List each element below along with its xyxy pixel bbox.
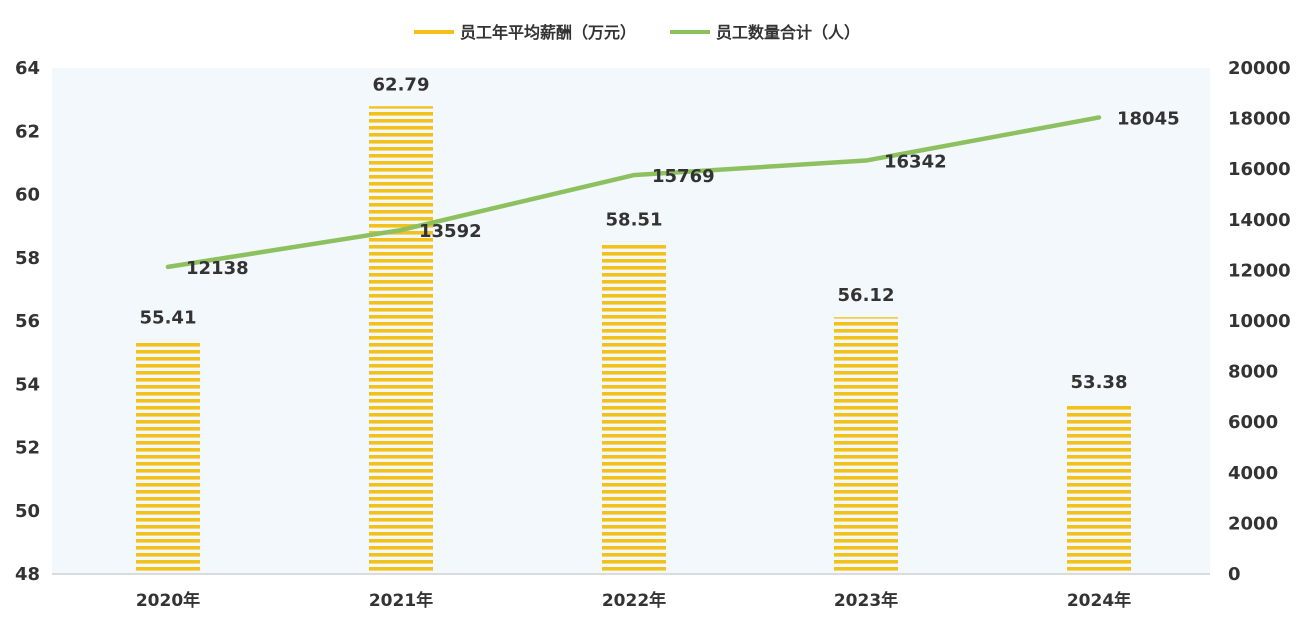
salary-data-label: 53.38 xyxy=(1071,372,1128,393)
left-tick-label: 64 xyxy=(15,58,40,79)
left-tick-label: 56 xyxy=(15,311,40,332)
headcount-line xyxy=(165,115,1102,270)
right-tick-label: 6000 xyxy=(1228,412,1278,433)
left-tick-label: 54 xyxy=(15,374,40,395)
right-tick-label: 12000 xyxy=(1228,260,1291,281)
left-tick-label: 60 xyxy=(15,185,40,206)
right-tick-label: 18000 xyxy=(1228,109,1291,130)
x-tick-label: 2021年 xyxy=(369,590,433,611)
salary-bar xyxy=(136,339,200,574)
salary-data-label: 56.12 xyxy=(838,285,895,306)
right-tick-label: 4000 xyxy=(1228,463,1278,484)
salary-data-label: 58.51 xyxy=(606,210,663,231)
salary-bar xyxy=(602,241,666,574)
legend-bar-label: 员工年平均薪酬（万元） xyxy=(460,23,636,42)
left-tick-label: 52 xyxy=(15,438,40,459)
left-tick-label: 62 xyxy=(15,121,40,142)
headcount-data-label: 12138 xyxy=(186,258,249,279)
salary-bar xyxy=(369,106,433,575)
left-tick-label: 48 xyxy=(15,564,40,585)
salary-data-label: 55.41 xyxy=(140,308,197,329)
headcount-data-label: 15769 xyxy=(652,166,715,187)
headcount-data-label: 16342 xyxy=(884,152,947,173)
right-tick-label: 8000 xyxy=(1228,362,1278,383)
x-tick-label: 2020年 xyxy=(136,590,200,611)
x-axis-ticks: 2020年 2021年 2022年 2023年 2024年 xyxy=(136,590,1131,611)
salary-data-label: 62.79 xyxy=(373,74,430,95)
right-tick-label: 20000 xyxy=(1228,58,1291,79)
legend: 员工年平均薪酬（万元） 员工数量合计（人） xyxy=(414,23,860,42)
salary-bar xyxy=(834,317,898,574)
headcount-data-label: 18045 xyxy=(1117,108,1180,129)
salary-bar xyxy=(1067,403,1131,574)
headcount-data-label: 13592 xyxy=(419,221,482,242)
right-tick-label: 16000 xyxy=(1228,159,1291,180)
right-axis-ticks: 0 2000 4000 6000 8000 10000 12000 14000 16000 180… xyxy=(1228,58,1291,585)
legend-line-label: 员工数量合计（人） xyxy=(716,23,860,42)
left-tick-label: 58 xyxy=(15,248,40,269)
right-tick-label: 0 xyxy=(1228,564,1241,585)
right-tick-label: 2000 xyxy=(1228,513,1278,534)
right-tick-label: 10000 xyxy=(1228,311,1291,332)
left-tick-label: 50 xyxy=(15,501,40,522)
line-series: 12138 13592 15769 16342 18045 xyxy=(165,108,1180,279)
x-tick-label: 2022年 xyxy=(602,590,666,611)
x-tick-label: 2023年 xyxy=(834,590,898,611)
right-tick-label: 14000 xyxy=(1228,210,1291,231)
bar-series: 55.41 62.79 58.51 56.12 53.38 xyxy=(136,74,1131,575)
left-axis-ticks: 48 50 52 54 56 58 60 62 64 xyxy=(15,58,40,585)
x-tick-label: 2024年 xyxy=(1067,590,1131,611)
